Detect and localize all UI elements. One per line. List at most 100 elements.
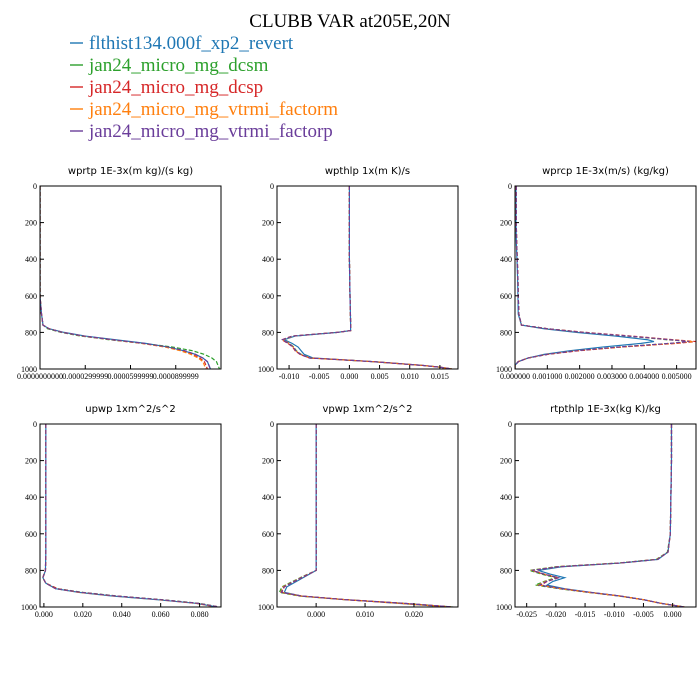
panel-title: vpwp 1xm^2/s^2 <box>322 404 412 415</box>
series-line <box>42 424 220 607</box>
panel-title: wprcp 1E-3x(m/s) (kg/kg) <box>542 166 669 177</box>
panel: wpthlp 1x(m K)/s 0 200 400 600 800 1000 -0.010-… <box>258 166 459 381</box>
series-group <box>40 186 221 369</box>
legend-item: jan24_micro_mg_vtrmi_factorp <box>70 121 333 142</box>
legend-label: jan24_micro_mg_vtrmi_factorp <box>88 121 333 142</box>
legend-item: flthist134.000f_xp2_revert <box>70 33 294 54</box>
series-line <box>281 424 454 607</box>
y-tick-label: 400 <box>500 493 512 502</box>
y-tick-label: 1000 <box>21 603 37 612</box>
x-tick-label: 0.001000 <box>532 372 562 381</box>
panels: wprtp 1E-3x(m kg)/(s kg) 0 200 400 600 800 100… <box>17 166 697 619</box>
x-tick-label: 0.010 <box>401 372 419 381</box>
y-tick-label: 0 <box>270 420 274 429</box>
x-tick-label: -0.005 <box>309 372 330 381</box>
x-tick-label: 0.0000000000 <box>17 372 63 381</box>
series-line <box>281 186 453 369</box>
y-tick-label: 800 <box>500 566 512 575</box>
y-tick-label: 200 <box>262 457 274 466</box>
series-line <box>42 424 220 607</box>
x-tick-label: 0.000 <box>664 610 682 619</box>
y-tick-label: 600 <box>25 530 37 539</box>
x-tick-label: 0.004000 <box>629 372 659 381</box>
y-tick-label: 600 <box>500 292 512 301</box>
series-group <box>280 186 453 369</box>
y-tick-label: 1000 <box>21 365 37 374</box>
plot-frame <box>514 185 697 370</box>
x-tick-label: 0.040 <box>113 610 131 619</box>
y-tick-label: 800 <box>500 328 512 337</box>
series-line <box>280 186 453 369</box>
y-tick-label: 400 <box>500 255 512 264</box>
x-tick-label: 0.005000 <box>662 372 692 381</box>
y-tick-label: 1000 <box>496 365 512 374</box>
y-tick-label: 1000 <box>258 603 274 612</box>
x-tick-label: 0.015 <box>431 372 449 381</box>
x-tick-label: -0.025 <box>516 610 537 619</box>
y-tick-label: 800 <box>262 566 274 575</box>
panel: rtpthlp 1E-3x(kg K)/kg02004006008001000-… <box>496 404 697 619</box>
series-line <box>278 424 454 607</box>
y-tick-label: 800 <box>25 328 37 337</box>
panel: vpwp 1xm^2/s^2 0 200 400 600 800 1000 0.000 0.01… <box>258 404 459 619</box>
panel-title: upwp 1xm^2/s^2 <box>85 404 175 415</box>
y-tick-label: 0 <box>508 182 512 191</box>
y-tick-label: 200 <box>500 219 512 228</box>
y-tick-label: 200 <box>262 219 274 228</box>
series-group <box>42 424 220 607</box>
y-tick-label: 0 <box>508 420 512 429</box>
x-tick-label: 0.000 <box>35 610 53 619</box>
legend-label: jan24_micro_mg_dcsm <box>88 55 269 76</box>
x-tick-label: 0.010 <box>356 610 374 619</box>
x-tick-label: -0.010 <box>279 372 300 381</box>
panel: wprcp 1E-3x(m/s) (kg/kg) 0 200 400 600 800 100… <box>496 166 697 381</box>
x-tick-label: 0.003000 <box>597 372 627 381</box>
series-line <box>531 424 685 607</box>
legend-item: jan24_micro_mg_vtrmi_factorm <box>70 99 338 120</box>
legend-label: jan24_micro_mg_dcsp <box>88 77 263 98</box>
series-line <box>42 424 220 607</box>
plot-frame <box>276 423 459 608</box>
series-group <box>278 424 454 607</box>
y-tick-label: 600 <box>262 292 274 301</box>
series-line <box>515 186 693 369</box>
series-line <box>40 186 207 369</box>
y-tick-label: 800 <box>25 566 37 575</box>
series-group <box>515 186 696 369</box>
series-line <box>283 424 449 607</box>
y-tick-label: 200 <box>25 219 37 228</box>
x-tick-label: -0.020 <box>546 610 567 619</box>
plot-frame <box>39 423 222 608</box>
panel-title: wpthlp 1x(m K)/s <box>325 166 410 177</box>
y-tick-label: 600 <box>500 530 512 539</box>
figure-title: CLUBB VAR at205E,20N <box>249 11 451 32</box>
series-line <box>280 424 454 607</box>
series-line <box>515 186 655 369</box>
y-tick-label: 0 <box>33 182 37 191</box>
series-line <box>281 186 453 369</box>
series-line <box>281 186 453 369</box>
x-tick-label: 0.0000299999 <box>62 372 108 381</box>
y-tick-label: 400 <box>25 493 37 502</box>
legend-label: flthist134.000f_xp2_revert <box>89 33 294 54</box>
series-line <box>515 186 693 369</box>
series-line <box>538 424 685 607</box>
x-tick-label: 0.080 <box>191 610 209 619</box>
x-tick-label: 0.0000599999 <box>108 372 154 381</box>
x-tick-label: 0.020 <box>74 610 92 619</box>
series-line <box>40 186 211 369</box>
panel: wprtp 1E-3x(m kg)/(s kg) 0 200 400 600 800 100… <box>17 166 222 381</box>
panel-title: rtpthlp 1E-3x(kg K)/kg <box>550 404 661 415</box>
x-tick-label: 0.000000 <box>500 372 530 381</box>
x-tick-label: 0.020 <box>405 610 423 619</box>
x-tick-label: 0.060 <box>152 610 170 619</box>
series-line <box>280 424 449 607</box>
series-line <box>515 186 690 369</box>
y-tick-label: 1000 <box>496 603 512 612</box>
legend-item: jan24_micro_mg_dcsm <box>70 55 269 76</box>
y-tick-label: 200 <box>500 457 512 466</box>
y-tick-label: 600 <box>25 292 37 301</box>
series-group <box>529 424 685 607</box>
panel-title: wprtp 1E-3x(m kg)/(s kg) <box>68 166 193 177</box>
x-tick-label: -0.005 <box>633 610 654 619</box>
